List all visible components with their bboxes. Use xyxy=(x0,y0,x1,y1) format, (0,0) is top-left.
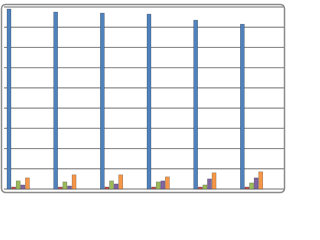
chart-frame xyxy=(0,3,286,194)
bar xyxy=(113,183,119,190)
bar xyxy=(240,23,245,190)
bar xyxy=(25,177,30,190)
bar xyxy=(207,178,212,190)
bar xyxy=(20,184,26,190)
bar xyxy=(193,19,198,190)
bar xyxy=(109,180,114,190)
chart xyxy=(0,3,286,194)
bar xyxy=(249,182,254,190)
bar xyxy=(62,181,68,190)
bar xyxy=(11,186,16,190)
bar xyxy=(57,186,63,190)
bar xyxy=(211,172,217,190)
bar xyxy=(197,186,203,190)
bar xyxy=(15,180,21,190)
bar xyxy=(244,186,250,190)
bar xyxy=(71,174,77,190)
bar xyxy=(202,184,208,190)
bar xyxy=(6,8,12,190)
bar xyxy=(146,13,152,190)
bar xyxy=(100,12,105,190)
bar xyxy=(160,180,166,190)
bar xyxy=(253,177,259,190)
bar xyxy=(258,171,264,190)
bar xyxy=(118,174,124,190)
bar xyxy=(155,181,161,190)
bar xyxy=(104,186,110,190)
bar xyxy=(67,185,72,190)
bar xyxy=(53,11,58,190)
bar xyxy=(151,186,156,190)
bar xyxy=(165,176,170,190)
